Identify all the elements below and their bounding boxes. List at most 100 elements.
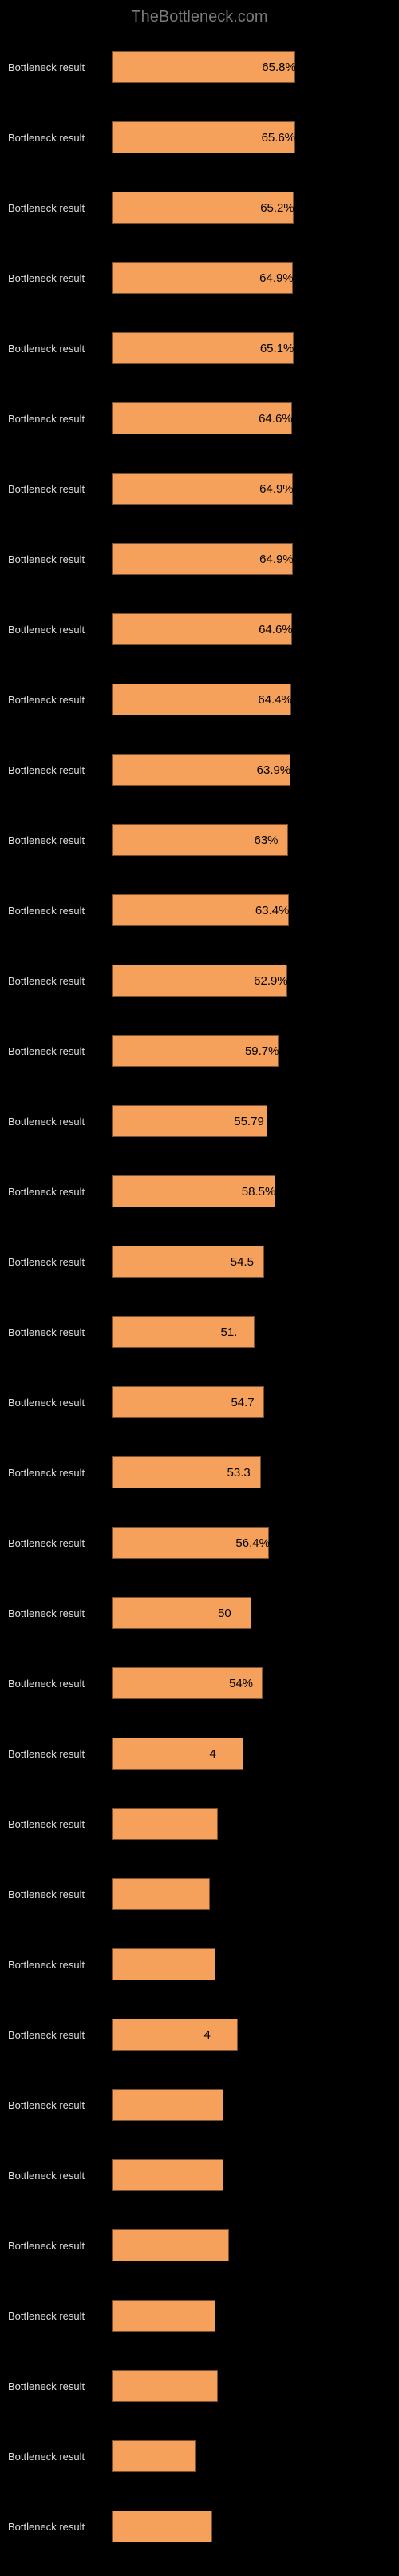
bar-area: [112, 2229, 391, 2261]
row-top-label: [8, 2498, 391, 2509]
bar-value: [176, 2089, 190, 2121]
bar-wrapper: Bottleneck result: [8, 2511, 391, 2542]
bar-value: [162, 1878, 176, 1910]
row-top-label: [8, 882, 391, 893]
row-top-label: [8, 2357, 391, 2368]
chart-row: Bottleneck result65.6%: [8, 109, 391, 155]
row-top-label: [8, 319, 391, 331]
row-top-label: [8, 38, 391, 50]
bar-wrapper: Bottleneck result63.4%: [8, 894, 391, 926]
bottleneck-chart: Bottleneck result65.8%Bottleneck result6…: [8, 38, 391, 2544]
chart-row: Bottleneck result55.79: [8, 1092, 391, 1139]
bar-value: 54.5: [216, 1246, 254, 1278]
bar-label: Bottleneck result: [8, 1246, 89, 1278]
chart-row: Bottleneck result: [8, 2076, 391, 2122]
bar-label: Bottleneck result: [8, 332, 89, 364]
bar-value: [168, 2300, 182, 2332]
row-top-label: [8, 1865, 391, 1877]
row-top-label: [8, 1444, 391, 1455]
bar-wrapper: Bottleneck result51.: [8, 1316, 391, 1348]
bar-value: 65.8%: [247, 51, 296, 83]
bar-label: Bottleneck result: [8, 1035, 89, 1067]
bar: [112, 1878, 210, 1910]
bar-area: 64.9%: [112, 262, 391, 294]
bar-area: 55.79: [112, 1105, 391, 1137]
bar-area: 58.5%: [112, 1175, 391, 1207]
row-top-label: [8, 2287, 391, 2298]
chart-row: Bottleneck result54%: [8, 1655, 391, 1701]
bar-value: 63%: [240, 824, 279, 856]
bar-value: 54.7: [216, 1386, 254, 1418]
row-top-label: [8, 1514, 391, 1525]
bar: [112, 2019, 238, 2051]
bar-wrapper: Bottleneck result54.7: [8, 1386, 391, 1418]
bar-wrapper: Bottleneck result 53.3: [8, 1456, 391, 1488]
chart-row: Bottleneck result: [8, 2357, 391, 2404]
bar-value: 65.1%: [246, 332, 294, 364]
bar-value: 55.79: [219, 1105, 264, 1137]
bar-label: Bottleneck result: [8, 262, 89, 294]
row-top-label: [8, 460, 391, 471]
bar-area: 63.4%: [112, 894, 391, 926]
bar-value: 63.4%: [241, 894, 290, 926]
chart-row: Bottleneck result65.2%: [8, 179, 391, 225]
chart-row: Bottleneck result56.4%: [8, 1514, 391, 1560]
bar-value: [148, 2440, 162, 2472]
bar-value: 59.7%: [231, 1035, 279, 1067]
bar-wrapper: Bottleneck result64.6%: [8, 613, 391, 645]
bar-label: Bottleneck result: [8, 1738, 89, 1770]
row-top-label: [8, 1725, 391, 1736]
bar-wrapper: Bottleneck result62.9%: [8, 965, 391, 997]
bar-wrapper: Bottleneck result4: [8, 2019, 391, 2051]
chart-row: Bottleneck result: [8, 2287, 391, 2333]
bar-value: [170, 1808, 184, 1840]
chart-row: Bottleneck result: [8, 2217, 391, 2263]
bar-area: 64.6%: [112, 613, 391, 645]
row-top-label: [8, 952, 391, 963]
chart-row: Bottleneck result62.9%: [8, 952, 391, 998]
bar-value: 64.6%: [244, 613, 293, 645]
bar-area: 63%: [112, 824, 391, 856]
bar-area: 65.2%: [112, 192, 391, 224]
row-top-label: [8, 179, 391, 190]
bar-value: 50: [203, 1597, 231, 1629]
site-title: TheBottleneck.com: [8, 8, 391, 26]
bar-value: 53.3: [213, 1456, 251, 1488]
bar-area: [112, 2300, 391, 2332]
bar-label: Bottleneck result: [8, 1456, 89, 1488]
bar: [112, 1808, 218, 1840]
bar-value: [164, 2511, 179, 2542]
bar: [112, 2229, 229, 2261]
bar-value: 65.6%: [247, 121, 296, 153]
chart-row: Bottleneck result 65.8%: [8, 38, 391, 85]
chart-row: Bottleneck result 53.3: [8, 1444, 391, 1490]
bar-wrapper: Bottleneck result: [8, 1808, 391, 1840]
bar-area: 56.4%: [112, 1527, 391, 1559]
bar-label: Bottleneck result: [8, 543, 89, 575]
row-top-label: [8, 249, 391, 260]
bar-label: Bottleneck result: [8, 1948, 89, 1980]
bar-wrapper: Bottleneck result 54.5: [8, 1246, 391, 1278]
bar-label: Bottleneck result: [8, 754, 89, 786]
bar-label: Bottleneck result: [8, 824, 89, 856]
row-top-label: [8, 1373, 391, 1385]
bar-label: Bottleneck result: [8, 2511, 89, 2542]
chart-row: Bottleneck result 63%: [8, 811, 391, 858]
bar-wrapper: Bottleneck result: [8, 2159, 391, 2191]
bar-wrapper: Bottleneck result: [8, 1878, 391, 1910]
row-top-label: [8, 1303, 391, 1314]
bar-wrapper: Bottleneck result 63%: [8, 824, 391, 856]
bar-label: Bottleneck result: [8, 51, 89, 83]
bar-label: Bottleneck result: [8, 2229, 89, 2261]
bar-label: Bottleneck result: [8, 402, 89, 434]
bar-wrapper: Bottleneck result64.4%: [8, 684, 391, 715]
bar-wrapper: Bottleneck result: [8, 2440, 391, 2472]
bar-wrapper: Bottleneck result 65.1%: [8, 332, 391, 364]
bar-area: [112, 2159, 391, 2191]
row-top-label: [8, 1584, 391, 1595]
bar-area: 65.8%: [112, 51, 391, 83]
bar-area: 54.7: [112, 1386, 391, 1418]
bar-area: [112, 2370, 391, 2402]
bar-area: [112, 1808, 391, 1840]
bar-wrapper: Bottleneck result: [8, 2089, 391, 2121]
